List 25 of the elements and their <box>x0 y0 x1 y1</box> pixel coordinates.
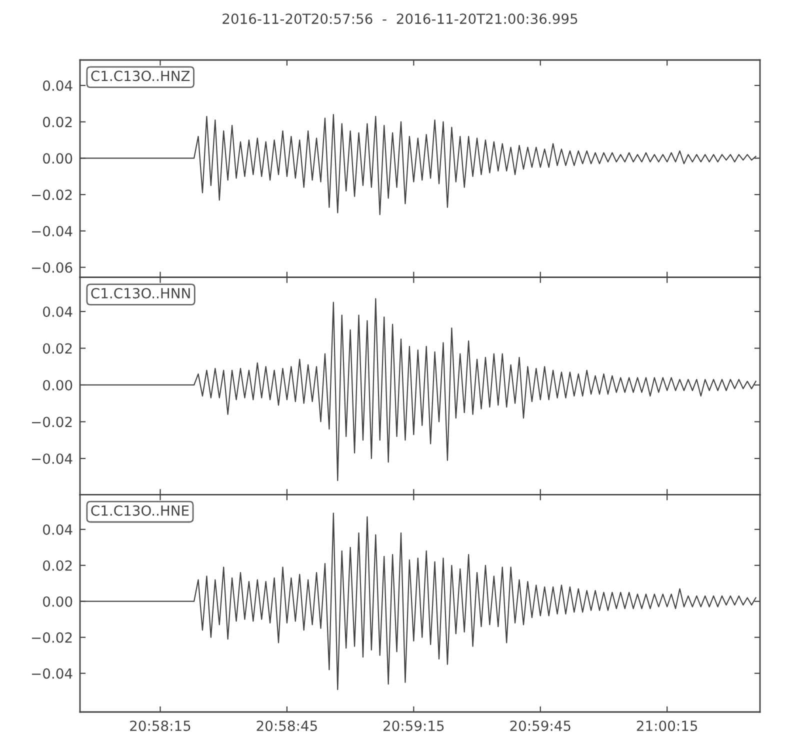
y-tick-label: 0.00 <box>43 380 72 390</box>
text: C1.C13O..HNE <box>91 505 189 516</box>
text: C1.C13O..HNN <box>91 288 190 298</box>
y-tick-label: 0.04 <box>43 80 72 91</box>
y-tick-label: 0.02 <box>43 343 72 354</box>
legend-label: C1.C13O..HNZ <box>91 70 190 82</box>
y-tick-label: −0.04 <box>32 226 72 236</box>
y-tick-label: 0.02 <box>43 116 72 128</box>
x-tick-label: 20:59:45 <box>510 720 570 732</box>
y-tick-label: −0.02 <box>32 632 72 643</box>
chart-title: 2016-11-20T20:57:56 - 2016-11-20T21:00:36.995 <box>222 14 578 24</box>
x-tick-label: 21:00:15 <box>636 720 698 732</box>
y-tick-label: −0.06 <box>32 262 72 273</box>
x-tick-label: 20:59:15 <box>384 720 444 732</box>
y-tick-label: 0.04 <box>43 306 72 317</box>
x-tick-label: 20:58:45 <box>256 720 317 732</box>
x-tick-label: 20:58:15 <box>130 720 190 732</box>
y-tick-label: −0.04 <box>32 453 72 464</box>
y-tick-label: −0.02 <box>32 190 72 200</box>
y-tick-label: −0.04 <box>32 668 72 679</box>
y-tick-label: 0.04 <box>43 524 72 535</box>
y-tick-label: 0.02 <box>43 560 72 571</box>
y-tick-label: 0.00 <box>43 153 72 164</box>
y-tick-label: 0.00 <box>43 596 72 607</box>
y-tick-label: −0.02 <box>32 416 72 428</box>
